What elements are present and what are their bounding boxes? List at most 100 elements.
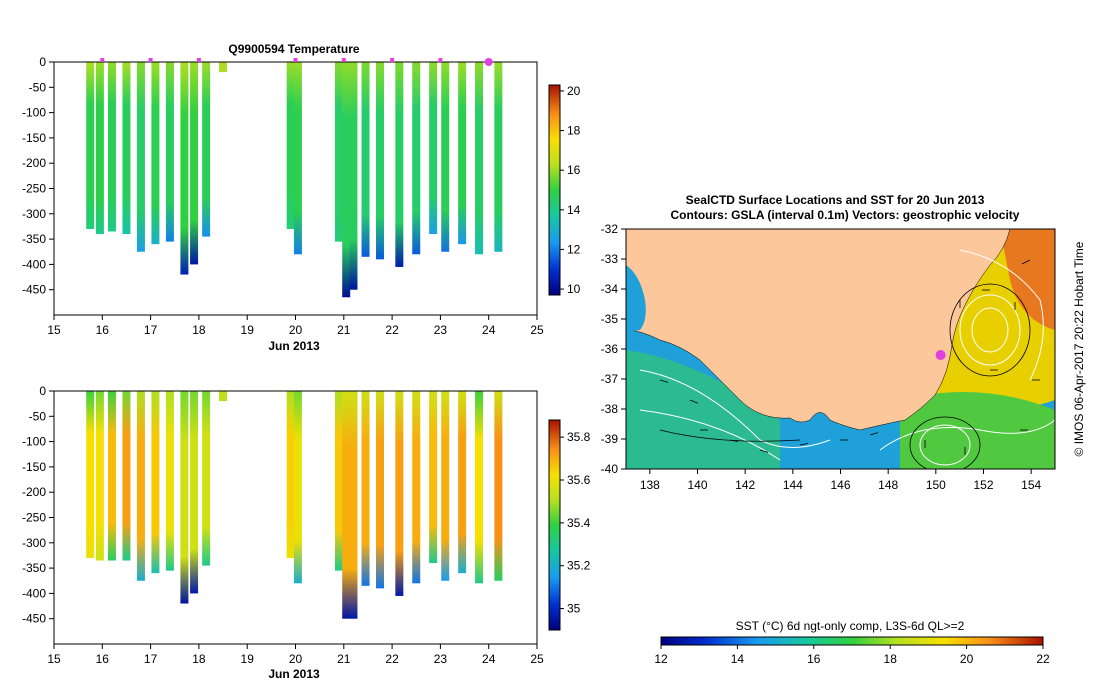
y-tick-label: -50: [29, 409, 47, 423]
x-tick-label: 16: [96, 323, 110, 337]
land-mass: [626, 229, 1011, 431]
profile-column: [458, 62, 467, 245]
geostrophic-vectors: [659, 259, 1040, 455]
colorbar-tick-label: 35.2: [567, 559, 591, 573]
colorbar-tick-label: 20: [567, 84, 581, 98]
colorbar-tick-label: 35.4: [567, 516, 591, 530]
y-tick-label: -350: [22, 561, 46, 575]
contour-line: [959, 249, 1044, 381]
colorbar-tick-label: 16: [567, 163, 581, 177]
lon-tick-label: 140: [687, 478, 707, 492]
profile-column: [286, 62, 295, 229]
lon-tick-label: 146: [830, 478, 850, 492]
x-tick-label: 15: [47, 652, 61, 666]
contour-line: [639, 409, 781, 461]
colorbar-tick-label: 35.6: [567, 473, 591, 487]
x-tick-label: 23: [434, 652, 448, 666]
profile-column: [136, 391, 145, 581]
profile-column: [412, 391, 421, 584]
sst-colorbar-tick-label: 20: [960, 652, 974, 666]
map-title: SealCTD Surface Locations and SST for 20…: [686, 193, 985, 207]
map-area: [626, 229, 1055, 469]
velocity-vector: [689, 399, 699, 404]
profile-column: [293, 62, 302, 255]
profile-column: [219, 62, 228, 73]
imos-credit: © IMOS 06-Apr-2017 20:22 Hobart Time: [1072, 241, 1086, 456]
x-tick-label: 19: [241, 652, 255, 666]
x-tick-label: 21: [337, 652, 351, 666]
x-tick-label: 22: [385, 323, 399, 337]
lon-tick-label: 152: [973, 478, 993, 492]
profile-column: [494, 62, 503, 252]
profile-column: [165, 62, 174, 242]
map-latitude-axis: -32 -33 -34 -35 -36 -37 -38 -39 -40: [601, 222, 626, 476]
profile-column: [293, 391, 302, 584]
profile-column: [86, 62, 95, 229]
x-tick-label: 18: [192, 323, 206, 337]
profile-column: [412, 62, 421, 255]
contour-line: [659, 429, 801, 442]
y-tick-label: -250: [22, 511, 46, 525]
surface-marker: [341, 58, 346, 62]
current-surface-marker: [484, 58, 493, 66]
velocity-vector: [659, 379, 669, 383]
y-tick-label: 0: [39, 384, 46, 398]
surface-marker: [390, 58, 395, 62]
profile-column: [441, 391, 450, 581]
lat-tick-label: -34: [601, 282, 619, 296]
velocity-vector: [759, 449, 769, 453]
lat-tick-label: -38: [601, 402, 619, 416]
map-subtitle: Contours: GSLA (interval 0.1m) Vectors: …: [671, 208, 1020, 222]
sst-colorbar: [660, 636, 1044, 646]
velocity-vector: [869, 432, 879, 436]
surface-marker: [148, 58, 153, 62]
x-tick-label: 21: [337, 323, 351, 337]
contour-eddy: [919, 424, 971, 466]
y-tick-label: -450: [22, 283, 46, 297]
sst-map-panel: SealCTD Surface Locations and SST for 20…: [601, 193, 1086, 666]
profile-column: [190, 391, 199, 594]
x-tick-label: 18: [192, 652, 206, 666]
salinity-colorbar-ticks: 35 35.2 35.4 35.6 35.8: [560, 430, 591, 616]
profile-column: [122, 391, 131, 561]
x-tick-label: 17: [144, 323, 158, 337]
lat-tick-label: -40: [601, 462, 619, 476]
contour-line: [639, 369, 831, 448]
x-tick-label: 24: [482, 323, 496, 337]
x-tick-label: 23: [434, 323, 448, 337]
profile-column: [349, 391, 358, 619]
colorbar-tick-label: 10: [567, 282, 581, 296]
profile-column: [180, 62, 189, 275]
gsla-contours-negative: [659, 283, 1031, 469]
profile-column: [342, 62, 351, 298]
lat-tick-label: -36: [601, 342, 619, 356]
profile-column: [136, 62, 145, 252]
salinity-y-axis: 0 -50 -100 -150 -200 -250 -300 -350 -400 -450: [22, 384, 54, 626]
y-tick-label: -100: [22, 435, 46, 449]
profile-column: [361, 62, 370, 257]
profile-column: [219, 391, 228, 402]
salinity-profiles: [86, 391, 503, 619]
y-tick-label: -50: [29, 80, 47, 94]
sst-colorbar-tick-label: 14: [731, 652, 745, 666]
profile-column: [107, 62, 116, 232]
sst-colorbar-tick-label: 22: [1036, 652, 1050, 666]
temperature-colorbar: [548, 84, 561, 296]
profile-column: [334, 62, 343, 242]
lat-tick-label: -39: [601, 432, 619, 446]
y-tick-label: 0: [39, 55, 46, 69]
surface-marker: [196, 58, 201, 62]
colorbar-tick-label: 35: [567, 602, 581, 616]
salinity-colorbar: [548, 419, 561, 631]
lon-tick-label: 142: [735, 478, 755, 492]
gsla-contours: [639, 249, 1055, 466]
lat-tick-label: -32: [601, 222, 619, 236]
profile-column: [86, 391, 95, 558]
spencer-gulf: [626, 265, 646, 331]
salinity-x-axis: 15 16 17 18 19 20 21 22 23 24 25: [47, 644, 544, 666]
temperature-y-axis: 0 -50 -100 -150 -200 -250 -300 -350 -400 -450: [22, 55, 54, 297]
sst-mid-field: [900, 392, 1055, 469]
lon-tick-label: 154: [1021, 478, 1041, 492]
profile-column: [494, 391, 503, 581]
sst-colorbar-tick-label: 12: [654, 652, 668, 666]
